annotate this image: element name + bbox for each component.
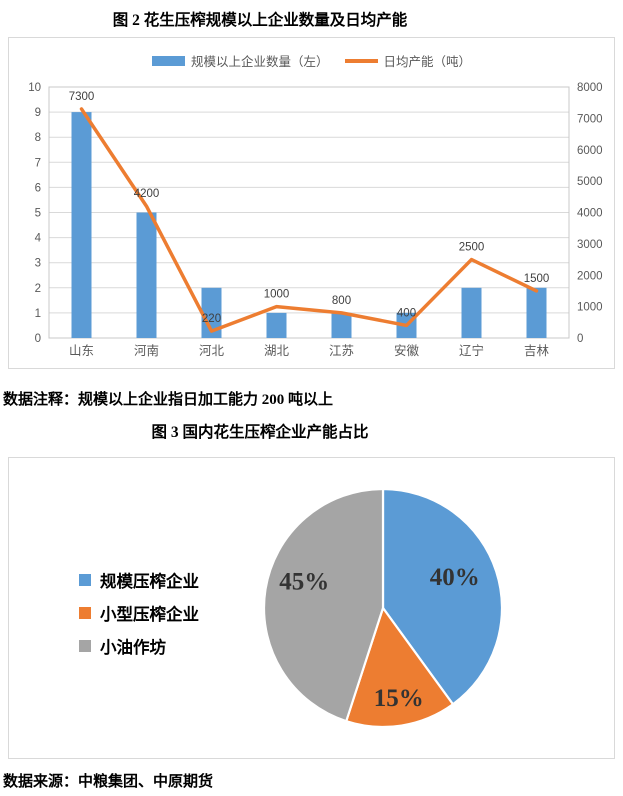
legend-item-scale-crushers: 规模压榨企业: [79, 568, 199, 592]
line-series-swatch-icon: [344, 58, 378, 63]
pie-slice: [381, 487, 504, 706]
right-axis-tick-label: 0: [577, 333, 583, 345]
line-data-label: 400: [397, 307, 416, 319]
figure2-title: 图 2 花生压榨规模以上企业数量及日均产能: [112, 12, 408, 29]
right-axis-tick-label: 5000: [577, 176, 603, 188]
bar: [331, 312, 352, 338]
line-data-label: 800: [332, 295, 351, 307]
x-axis-category-label: 山东: [69, 344, 94, 358]
bar: [136, 212, 157, 338]
x-axis-category-label: 湖北: [264, 343, 290, 358]
right-axis-tick-label: 7000: [577, 113, 603, 125]
right-axis-tick-label: 3000: [577, 239, 603, 251]
data-source: 数据来源：中粮集团、中原期货: [3, 774, 214, 790]
figure3-legend: 规模压榨企业 小型压榨企业 小油作坊: [79, 568, 199, 658]
pie-chart-svg: 40% 15% 45%: [262, 487, 504, 729]
pie-percentage-label: 15%: [374, 685, 424, 712]
left-axis-tick-label: 3: [35, 258, 41, 270]
figure2-chart: 0 1 2 3 4 5 6 7 8 9 10 0 1000 2000 3000 4000 5000 6000 700…: [8, 37, 615, 369]
left-axis-tick-label: 0: [35, 333, 41, 345]
x-axis-category-label: 安徽: [394, 343, 420, 358]
bar: [71, 112, 92, 338]
capacity-line: [79, 107, 539, 333]
right-axis-tick-label: 4000: [577, 208, 603, 220]
bar: [266, 312, 287, 338]
right-axis-tick-label: 2000: [577, 270, 603, 282]
left-axis-tick-label: 6: [35, 182, 41, 194]
right-axis-tick-label: 1000: [577, 302, 603, 314]
bar: [461, 287, 482, 338]
plot-border: [48, 86, 570, 339]
x-axis-category-label: 江苏: [329, 343, 354, 358]
data-note: 数据注释：规模以上企业指日加工能力 200 吨以上: [3, 392, 334, 408]
right-axis-tick-label: 6000: [577, 145, 603, 157]
legend-item-small-crushers: 小型压榨企业: [79, 601, 199, 625]
small-oil-mills-swatch-icon: [79, 640, 91, 652]
left-axis-tick-label: 2: [35, 283, 41, 295]
line-data-label: 220: [202, 313, 221, 325]
right-axis-tick-label: 8000: [577, 82, 603, 94]
line-series-legend-label: 日均产能（吨）: [383, 55, 472, 69]
line-data-label: 7300: [69, 91, 95, 103]
line-data-label: 4200: [134, 188, 160, 200]
bar: [201, 287, 222, 338]
legend-item-bar-series: 规模以上企业数量（左）: [151, 51, 329, 70]
line-data-label: 1000: [264, 289, 290, 301]
left-axis-tick-label: 10: [28, 82, 41, 94]
left-axis-tick-label: 7: [35, 157, 41, 169]
x-axis-category-label: 河北: [199, 344, 225, 358]
figure3-chart: 40% 15% 45% 规模压榨企业 小型压榨企业 小油作坊: [8, 457, 615, 759]
pie-slice: [262, 487, 385, 723]
bar-series-swatch-icon: [151, 55, 185, 66]
x-axis-category-label: 吉林: [524, 344, 550, 358]
legend-item-line-series: 日均产能（吨）: [344, 51, 472, 70]
left-axis-tick-label: 1: [35, 308, 41, 320]
left-axis-tick-label: 4: [35, 233, 42, 245]
figure2-legend: 规模以上企业数量（左） 日均产能（吨）: [9, 51, 614, 70]
pie-percentage-label: 40%: [430, 564, 480, 591]
left-axis-tick-label: 8: [35, 132, 41, 144]
x-axis-category-label: 辽宁: [459, 343, 484, 358]
legend-item-small-oil-mills: 小油作坊: [79, 634, 199, 658]
scale-crushers-legend-label: 规模压榨企业: [100, 572, 199, 591]
figure3-title: 图 3 国内花生压榨企业产能占比: [151, 424, 369, 441]
pie-percentage-label: 45%: [279, 569, 329, 596]
bar: [526, 287, 547, 338]
bar-series-legend-label: 规模以上企业数量（左）: [190, 55, 329, 69]
scale-crushers-swatch-icon: [79, 574, 91, 586]
line-data-label: 2500: [459, 242, 485, 254]
left-axis-tick-label: 9: [35, 107, 41, 119]
x-axis-category-label: 河南: [134, 343, 159, 358]
small-crushers-legend-label: 小型压榨企业: [100, 605, 199, 624]
left-axis-tick-label: 5: [35, 208, 41, 220]
small-oil-mills-legend-label: 小油作坊: [100, 638, 166, 657]
line-data-label: 1500: [524, 273, 550, 285]
combo-chart-svg: 0 1 2 3 4 5 6 7 8 9 10 0 1000 2000 3000 4000 5000 6000 700…: [28, 82, 603, 358]
small-crushers-swatch-icon: [79, 607, 91, 619]
pie-slice: [345, 606, 455, 729]
